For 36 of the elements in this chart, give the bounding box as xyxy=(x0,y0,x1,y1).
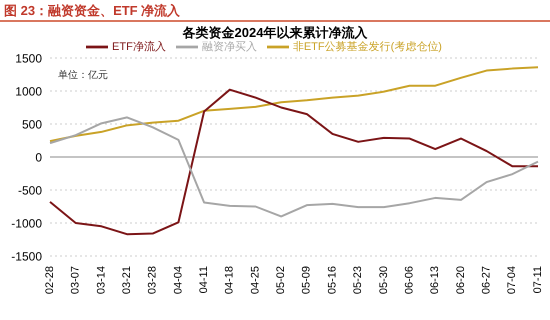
x-tick-label: 03-21 xyxy=(120,266,133,294)
line-series xyxy=(49,66,539,142)
chart-title: 图 23：融资资金、ETF 净流入 xyxy=(4,2,180,20)
x-tick-label: 07-11 xyxy=(532,266,544,294)
x-tick-label: 03-28 xyxy=(146,266,159,294)
x-tick-label: 04-25 xyxy=(249,266,262,294)
y-tick-label: 1000 xyxy=(15,84,42,98)
line-series xyxy=(49,88,539,236)
x-tick-label: 07-04 xyxy=(506,266,518,294)
annotation: 单位：亿元 xyxy=(58,68,108,82)
chart-subtitle: 各类资金2024年以来累计净流入 xyxy=(182,24,368,41)
x-tick-label: 03-14 xyxy=(95,266,108,294)
y-tick-label: 1500 xyxy=(15,51,42,66)
x-tick-label: 03-07 xyxy=(70,266,82,294)
x-tick-label: 04-11 xyxy=(198,266,210,294)
legend-label: ETF净流入 xyxy=(112,40,166,53)
legend-label: 非ETF公募基金发行(考虑仓位) xyxy=(292,40,442,53)
x-tick-label: 02-28 xyxy=(44,266,56,294)
x-tick-label: 04-18 xyxy=(224,266,236,294)
y-tick-label: 500 xyxy=(22,117,42,132)
y-tick-label: -1500 xyxy=(11,249,42,264)
y-tick-label: -500 xyxy=(18,183,42,198)
x-tick-label: 05-09 xyxy=(300,266,313,294)
line-series xyxy=(49,116,539,218)
x-tick-label: 05-16 xyxy=(326,266,338,294)
x-tick-label: 05-30 xyxy=(378,266,390,294)
x-tick-label: 06-13 xyxy=(429,266,442,294)
x-tick-label: 06-06 xyxy=(403,266,416,294)
y-tick-label: 0 xyxy=(35,150,42,164)
y-tick-label: -1000 xyxy=(11,216,42,230)
x-tick-label: 05-23 xyxy=(352,266,364,294)
x-tick-label: 04-04 xyxy=(172,266,184,294)
x-tick-label: 06-20 xyxy=(454,266,467,294)
legend-label: 融资净买入 xyxy=(202,40,257,53)
x-tick-label: 06-27 xyxy=(480,266,493,294)
x-tick-label: 05-02 xyxy=(275,266,288,294)
